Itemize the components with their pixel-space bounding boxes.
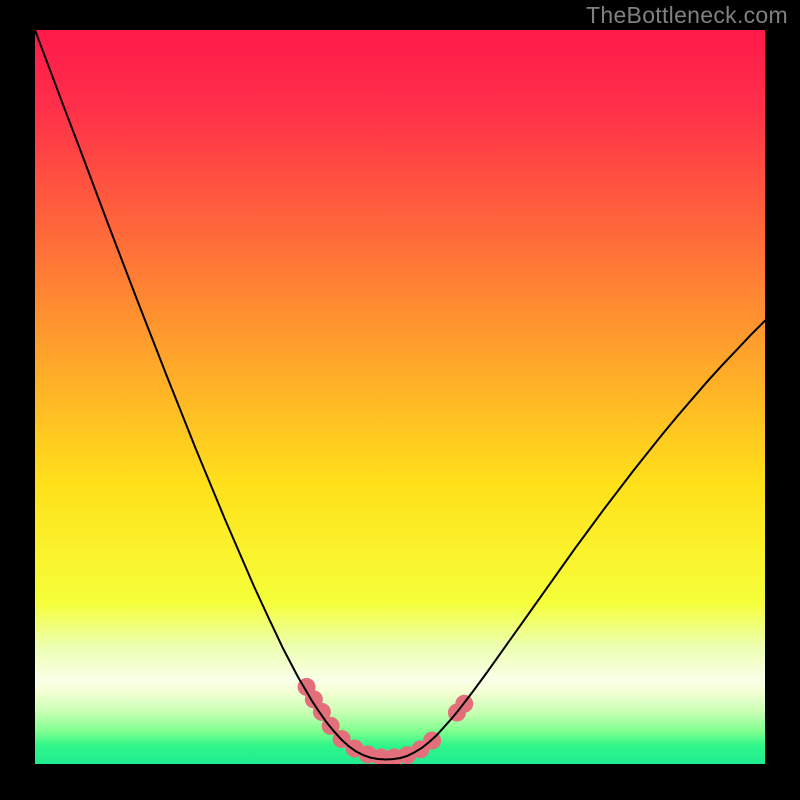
bottleneck-curve-chart: [35, 30, 765, 764]
plot-background: [35, 30, 765, 764]
watermark-text: TheBottleneck.com: [586, 2, 788, 29]
chart-frame: TheBottleneck.com: [0, 0, 800, 800]
